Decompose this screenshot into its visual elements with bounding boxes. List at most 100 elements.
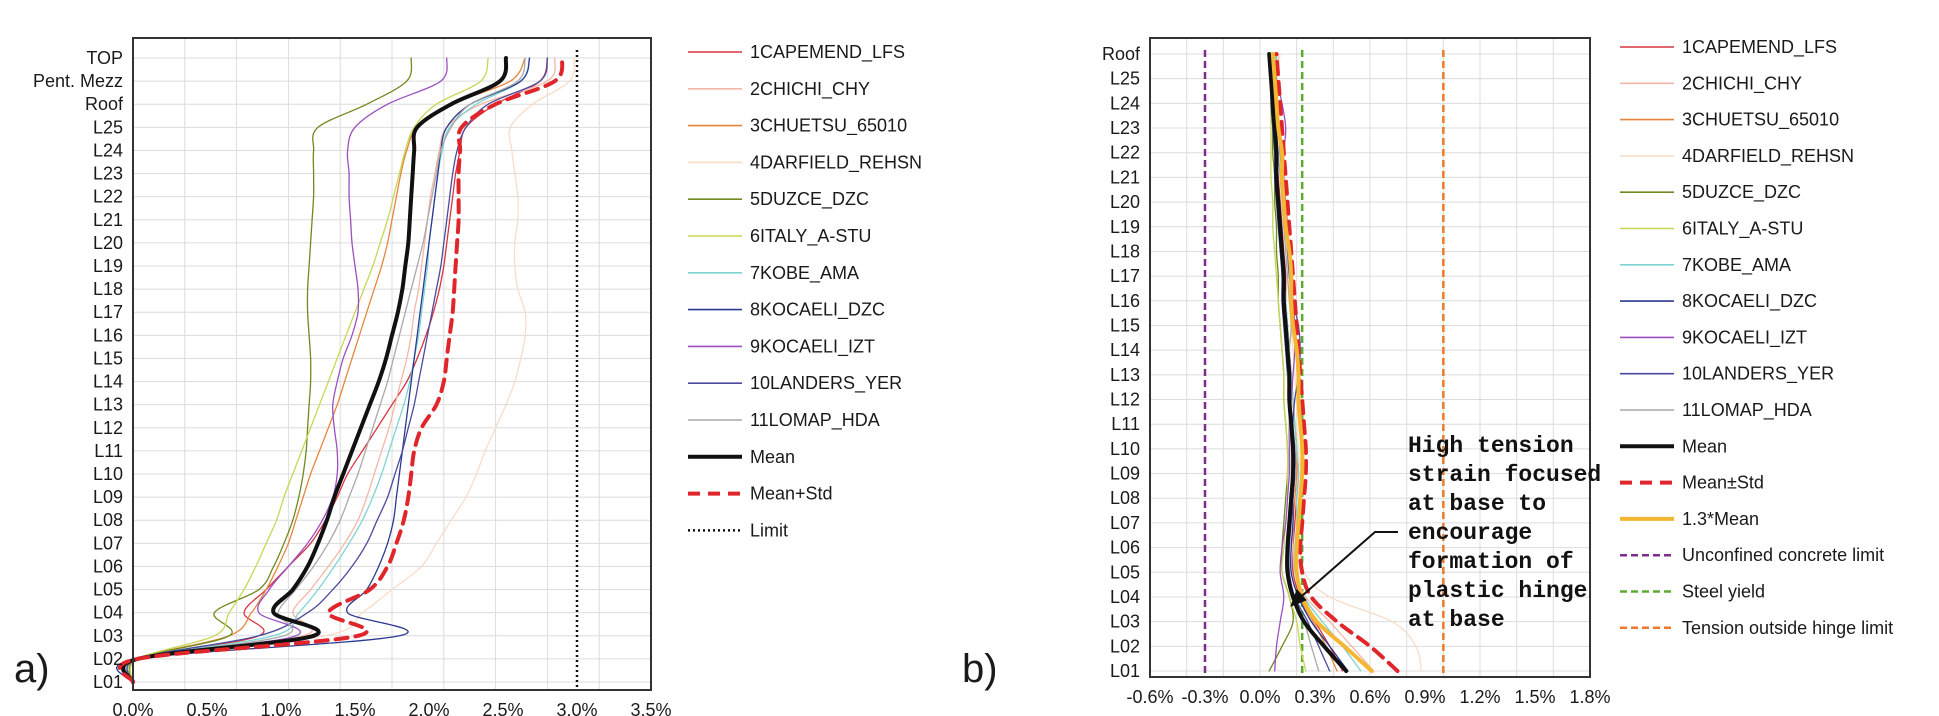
legend-label: 7KOBE_AMA <box>1682 255 1791 276</box>
legend-label: 5DUZCE_DZC <box>1682 182 1801 203</box>
series-line-1-3-mean <box>1270 52 1374 673</box>
series-line-mean-std <box>117 56 565 684</box>
y-tick-label: L18 <box>93 279 123 299</box>
y-tick-label: L23 <box>93 164 123 184</box>
annotation-arrowhead <box>1290 589 1307 607</box>
plot-frame <box>1149 37 1591 678</box>
y-tick-label: L15 <box>1110 315 1140 335</box>
legend-label: 1CAPEMEND_LFS <box>750 42 905 63</box>
legend-item-mean-std: Mean±Std <box>1620 473 1764 493</box>
y-tick-label: L24 <box>1110 93 1140 113</box>
legend-item-10landers-yer: 10LANDERS_YER <box>688 373 902 394</box>
y-tick-label: L20 <box>1110 192 1140 212</box>
legend-item-1-3-mean: 1.3*Mean <box>1620 509 1759 529</box>
annotation-line: High tension <box>1408 433 1574 459</box>
y-tick-label: L12 <box>93 418 123 438</box>
series-line-6italy-a-stu <box>1270 53 1307 672</box>
y-tick-label: L05 <box>93 580 123 600</box>
y-tick-label: L22 <box>93 187 123 207</box>
x-tick-labels: -0.6% -0.3% 0.0% 0.3% 0.6% 0.9% 1.2% 1.5% 1.8% <box>1126 687 1610 707</box>
y-tick-label: L17 <box>93 302 123 322</box>
legend-item-8kocaeli-dzc: 8KOCAELI_DZC <box>1620 291 1817 312</box>
legend-item-10landers-yer: 10LANDERS_YER <box>1620 364 1834 385</box>
y-tick-label: L19 <box>93 256 123 276</box>
x-tick-label: 0.3% <box>1294 687 1335 707</box>
legend-label: 2CHICHI_CHY <box>1682 73 1802 94</box>
y-tick-label: L05 <box>1110 562 1140 582</box>
y-tick-label: L11 <box>1111 414 1140 434</box>
y-tick-label: L02 <box>93 649 123 669</box>
legend-item-9kocaeli-izt: 9KOCAELI_IZT <box>688 336 875 357</box>
y-tick-label: L07 <box>93 533 123 553</box>
legend-item-3chuetsu-65010: 3CHUETSU_65010 <box>688 116 907 137</box>
legend-item-11lomap-hda: 11LOMAP_HDA <box>1620 400 1812 421</box>
series-lines <box>116 56 575 684</box>
legend-item-9kocaeli-izt: 9KOCAELI_IZT <box>1620 327 1807 348</box>
legend-label: 7KOBE_AMA <box>750 263 859 284</box>
x-tick-label: 1.8% <box>1569 687 1610 707</box>
y-tick-label: L08 <box>1110 488 1140 508</box>
legend-item-mean-std: Mean+Std <box>688 484 833 504</box>
series-lines <box>1267 52 1422 673</box>
x-tick-label: -0.3% <box>1181 687 1228 707</box>
y-tick-label: L07 <box>1110 513 1140 533</box>
y-tick-label: L03 <box>93 626 123 646</box>
annotation-line: plastic hinge <box>1408 578 1587 604</box>
legend-item-8kocaeli-dzc: 8KOCAELI_DZC <box>688 300 885 321</box>
legend-label: Mean±Std <box>1682 473 1764 493</box>
annotation-arrow <box>1294 531 1398 603</box>
series-line-4darfield-rehsn <box>121 57 575 683</box>
legend-label: Limit <box>750 520 788 540</box>
x-tick-labels: 0.0% 0.5% 1.0% 1.5% 2.0% 2.5% 3.0% 3.5% <box>112 700 671 716</box>
legend-label: 4DARFIELD_REHSN <box>1682 146 1854 167</box>
x-tick-label: 0.0% <box>112 700 153 716</box>
series-line-6italy-a-stu <box>129 57 489 683</box>
x-tick-label: 3.5% <box>630 700 671 716</box>
y-tick-label: L06 <box>93 556 123 576</box>
legend-item-6italy-a-stu: 6ITALY_A-STU <box>1620 219 1803 240</box>
x-tick-label: 2.5% <box>482 700 523 716</box>
y-tick-label: L14 <box>1110 340 1140 360</box>
legend-label: 4DARFIELD_REHSN <box>750 152 922 173</box>
legend-label: 10LANDERS_YER <box>1682 364 1834 385</box>
series-line-mean <box>1267 52 1349 673</box>
legend-label: 9KOCAELI_IZT <box>1682 327 1807 348</box>
legend-item-2chichi-chy: 2CHICHI_CHY <box>688 79 870 100</box>
y-tick-label: L01 <box>1110 661 1140 681</box>
legend-label: Tension outside hinge limit <box>1682 618 1893 638</box>
panel-a-chart: L01 L02 L03 L04 L05 L06 L07 L08 L09 L10 L11 L12 L13 L… <box>14 37 922 716</box>
plot-frame <box>132 37 652 691</box>
series-line-5duzce-dzc <box>128 57 413 683</box>
y-tick-label: L20 <box>93 233 123 253</box>
y-tick-label: L12 <box>1110 390 1140 410</box>
legend-item-6italy-a-stu: 6ITALY_A-STU <box>688 226 871 247</box>
legend-label: 6ITALY_A-STU <box>750 226 871 247</box>
series-line-9kocaeli-izt <box>123 57 448 683</box>
y-tick-label: TOP <box>86 48 123 68</box>
x-tick-label: 1.2% <box>1459 687 1500 707</box>
legend-item-3chuetsu-65010: 3CHUETSU_65010 <box>1620 110 1839 131</box>
y-tick-label: L15 <box>93 348 123 368</box>
y-tick-label: L11 <box>94 441 123 461</box>
y-tick-labels: L01 L02 L03 L04 L05 L06 L07 L08 L09 L10 L11 L12 L13 L… <box>1102 44 1141 681</box>
y-tick-label: L10 <box>93 464 123 484</box>
legend-label: 8KOCAELI_DZC <box>750 300 885 321</box>
legend-label: Mean+Std <box>750 484 833 504</box>
legend-label: 9KOCAELI_IZT <box>750 336 875 357</box>
series-line-mean <box>120 56 509 684</box>
legend-label: 3CHUETSU_65010 <box>1682 110 1839 131</box>
y-tick-label: L13 <box>1110 365 1140 385</box>
y-tick-label: L16 <box>1110 291 1140 311</box>
legend-label: 5DUZCE_DZC <box>750 189 869 210</box>
legend-item-steel-yield: Steel yield <box>1620 582 1765 602</box>
y-tick-label: Roof <box>1102 44 1141 64</box>
legend-item-limit: Limit <box>688 520 788 540</box>
annotation-line: at base <box>1408 607 1505 633</box>
x-tick-label: 1.5% <box>1514 687 1555 707</box>
legend-label: 8KOCAELI_DZC <box>1682 291 1817 312</box>
legend-item-5duzce-dzc: 5DUZCE_DZC <box>1620 182 1801 203</box>
annotation-line: strain focused <box>1408 462 1601 488</box>
panel-label: b) <box>962 647 998 691</box>
annotation-line: at base to <box>1408 491 1546 517</box>
